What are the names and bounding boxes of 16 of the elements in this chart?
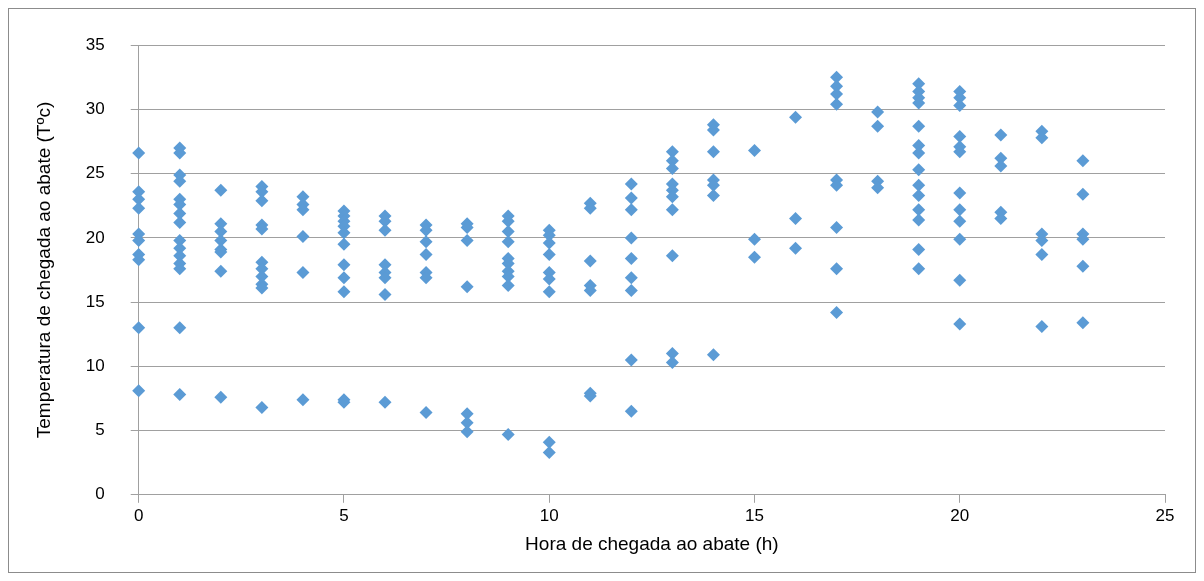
y-tick-label: 35: [85, 34, 105, 54]
y-tick-label: 5: [95, 420, 105, 440]
y-tick-label: 10: [85, 356, 105, 376]
y-tick-label: 15: [85, 291, 105, 311]
x-tick-label: 15: [745, 505, 764, 525]
x-tick-label: 0: [133, 505, 144, 525]
y-tick-label: 25: [85, 163, 105, 183]
x-axis-title: Hora de chegada ao abate (h): [525, 532, 779, 554]
x-tick-label: 10: [539, 505, 559, 525]
y-tick-label: 20: [85, 227, 105, 247]
y-tick-label: 0: [95, 484, 105, 504]
y-tick-label: 30: [85, 99, 105, 119]
y-axis-title: Temperatura de chegada ao abate (Tºc): [32, 101, 54, 439]
x-tick-label: 20: [950, 505, 970, 525]
x-tick-label: 5: [339, 505, 349, 525]
x-tick-label: 25: [1155, 505, 1175, 525]
